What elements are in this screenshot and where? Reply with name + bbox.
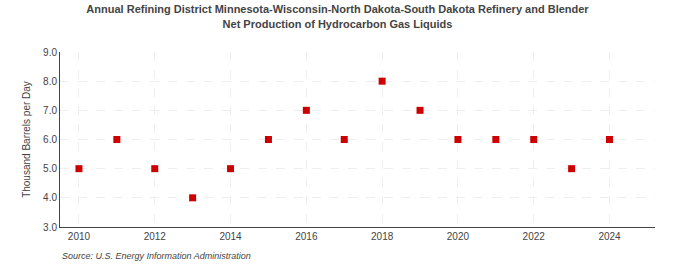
svg-text:7.0: 7.0	[43, 105, 57, 116]
svg-text:4.0: 4.0	[43, 192, 57, 203]
svg-text:Annual Refining District Minne: Annual Refining District Minnesota-Wisco…	[86, 3, 589, 29]
svg-text:2022: 2022	[523, 231, 546, 242]
svg-text:8.0: 8.0	[43, 76, 57, 87]
svg-text:Thousand Barrels per Day: Thousand Barrels per Day	[21, 81, 32, 198]
svg-text:2018: 2018	[371, 231, 394, 242]
svg-text:2016: 2016	[295, 231, 318, 242]
svg-text:2014: 2014	[219, 231, 242, 242]
svg-text:2012: 2012	[144, 231, 167, 242]
svg-text:2010: 2010	[68, 231, 91, 242]
svg-text:3.0: 3.0	[43, 222, 57, 233]
svg-text:2020: 2020	[447, 231, 470, 242]
svg-text:9.0: 9.0	[43, 47, 57, 58]
svg-text:Source: U.S. Energy Informatio: Source: U.S. Energy Information Administ…	[62, 251, 251, 261]
svg-text:2024: 2024	[598, 231, 621, 242]
svg-text:5.0: 5.0	[43, 163, 57, 174]
svg-text:6.0: 6.0	[43, 134, 57, 145]
